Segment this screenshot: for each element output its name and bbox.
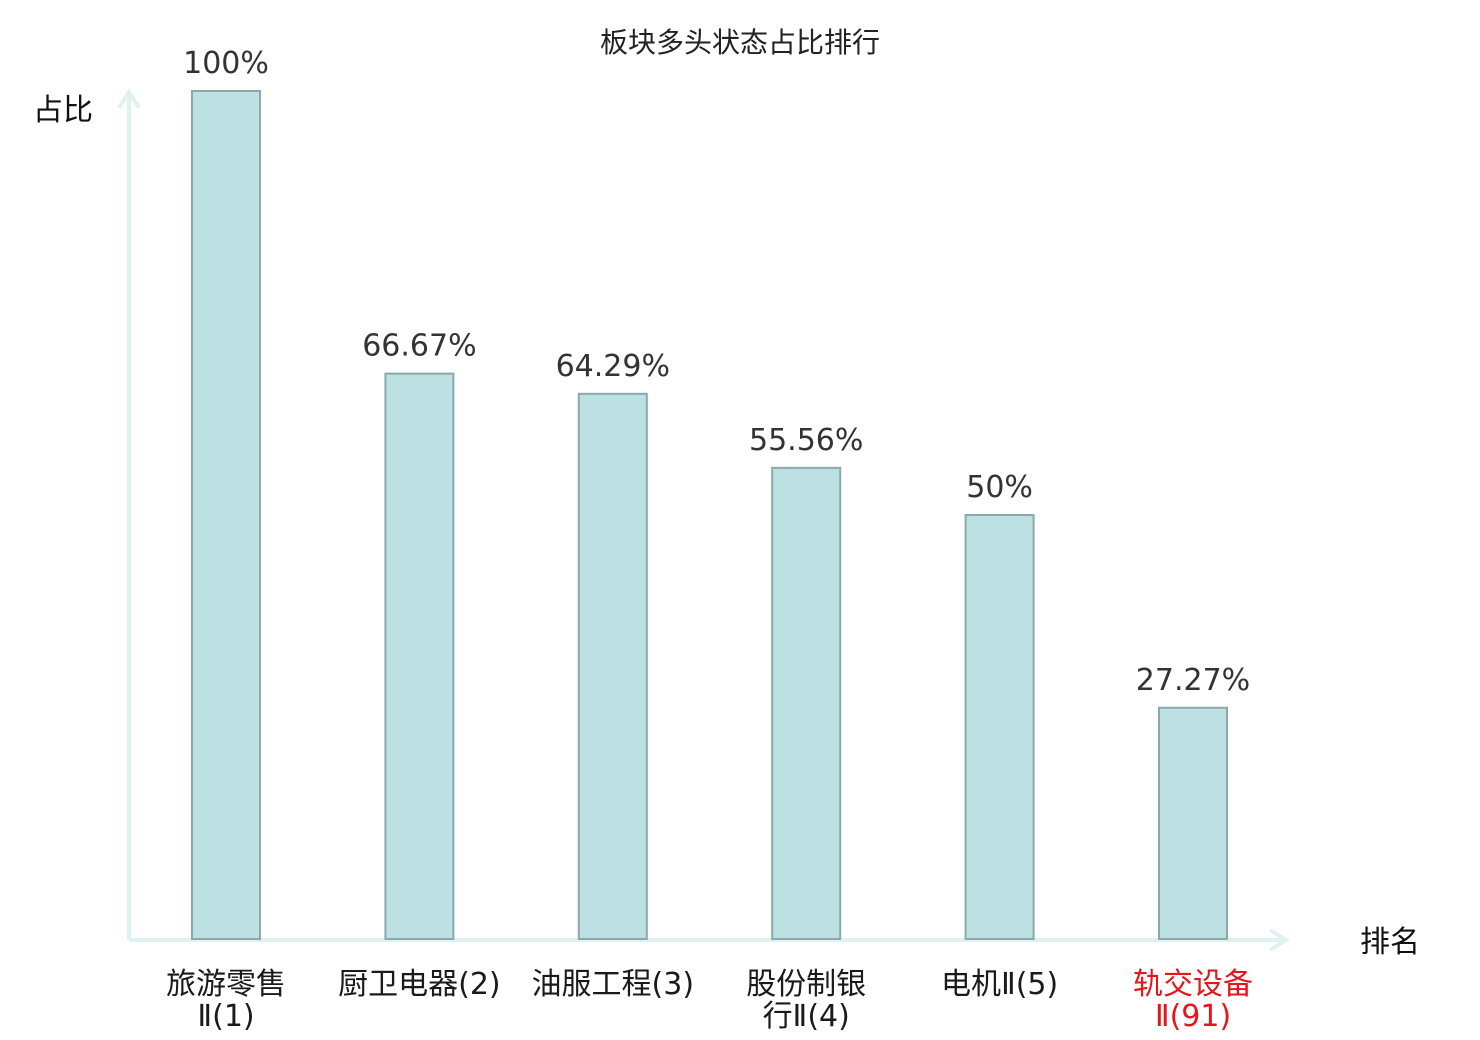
category-label-1-line-1: 旅游零售: [166, 967, 286, 1002]
bar-6: [1158, 706, 1228, 941]
bar-2: [384, 372, 455, 940]
bars-group: [191, 90, 1228, 941]
category-label-3: 油服工程(3): [532, 967, 695, 1002]
value-label-1: 100%: [183, 46, 269, 81]
bar-5: [964, 514, 1035, 940]
value-label-5: 50%: [966, 470, 1033, 505]
value-label-6: 27.27%: [1136, 663, 1250, 698]
value-label-2: 66.67%: [362, 329, 476, 364]
category-label-2: 厨卫电器(2): [338, 967, 501, 1002]
bar-1: [191, 90, 261, 940]
chart-title: 板块多头状态占比排行: [600, 26, 880, 59]
y-axis-label: 占比: [33, 93, 93, 128]
x-axis-label: 排名: [1360, 925, 1420, 960]
category-label-4-line-2: 行Ⅱ(4): [763, 999, 850, 1034]
value-labels-group: 100% 66.67% 64.29% 55.56% 50% 27.27%: [183, 46, 1250, 698]
value-label-3: 64.29%: [556, 349, 670, 384]
x-axis-arrow-icon: [1268, 928, 1290, 952]
value-label-4: 55.56%: [749, 423, 863, 458]
bar-3: [577, 392, 648, 940]
y-axis-arrow-icon: [117, 88, 141, 110]
category-label-1-line-2: Ⅱ(1): [197, 999, 254, 1034]
category-label-6-line-2: Ⅱ(91): [1155, 999, 1231, 1034]
category-label-6-line-1: 轨交设备: [1133, 967, 1253, 1002]
bar-4: [771, 466, 842, 940]
category-label-4-line-1: 股份制银: [746, 967, 866, 1002]
category-label-5: 电机Ⅱ(5): [941, 967, 1058, 1002]
